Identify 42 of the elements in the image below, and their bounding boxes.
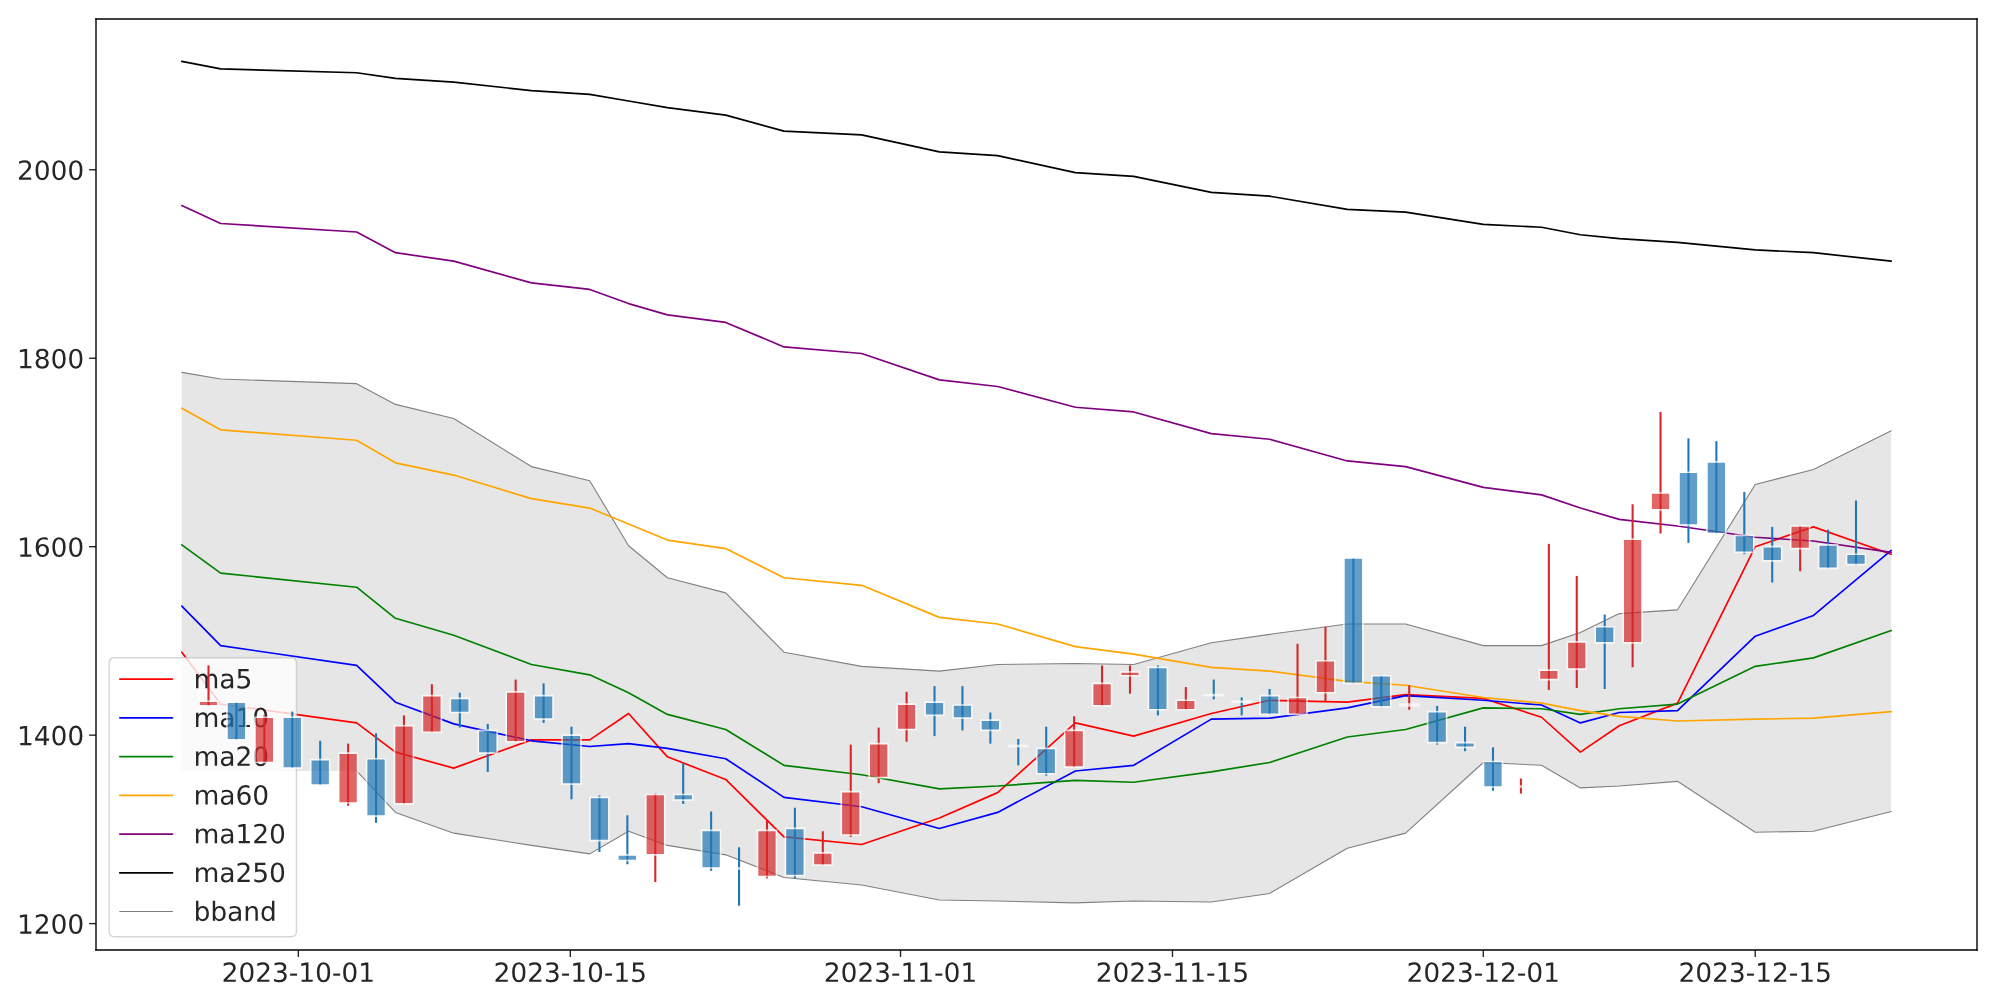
candlestick bbox=[1594, 613, 1616, 691]
candlestick bbox=[1175, 686, 1197, 711]
x-tick-label: 2023-12-01 bbox=[1408, 962, 1558, 983]
candlestick bbox=[924, 685, 945, 738]
candlestick bbox=[952, 685, 973, 732]
candlestick bbox=[980, 711, 1001, 745]
candlestick bbox=[1259, 687, 1280, 716]
candlestick bbox=[1119, 664, 1141, 695]
legend-label: ma120 bbox=[196, 823, 285, 844]
legend-label: ma60 bbox=[196, 784, 268, 805]
candlestick bbox=[449, 691, 471, 729]
y-tick-label: 1600 bbox=[19, 537, 83, 558]
x-tick-label: 2023-11-15 bbox=[1097, 962, 1247, 983]
x-tick-label: 2023-12-15 bbox=[1680, 962, 1830, 983]
candlestick bbox=[1789, 524, 1811, 573]
y-tick-label: 2000 bbox=[18, 160, 83, 181]
candlestick bbox=[1287, 642, 1308, 717]
x-tick-label: 2023-11-01 bbox=[825, 962, 975, 983]
y-tick-label: 1200 bbox=[19, 914, 83, 935]
y-tick-label: 1400 bbox=[19, 725, 83, 746]
legend-label: ma250 bbox=[196, 862, 285, 883]
candlestick bbox=[1845, 499, 1867, 566]
y-tick-label: 1800 bbox=[19, 348, 83, 369]
candlestick bbox=[1650, 410, 1671, 535]
legend-label: bband bbox=[196, 900, 275, 922]
x-tick-label: 2023-10-01 bbox=[223, 962, 373, 983]
candlestick bbox=[1817, 528, 1839, 570]
candlestick bbox=[617, 814, 638, 866]
candlestick bbox=[533, 682, 554, 724]
candlestick bbox=[1538, 542, 1560, 691]
candlestick bbox=[477, 722, 499, 773]
line-series bbox=[180, 60, 1893, 263]
candlestick bbox=[1398, 684, 1420, 711]
line-series bbox=[180, 204, 1893, 554]
candlestick bbox=[672, 762, 694, 805]
candlestick bbox=[1761, 525, 1783, 584]
candlestick bbox=[812, 830, 834, 867]
candlestick bbox=[1091, 664, 1113, 707]
x-tick-label: 2023-10-15 bbox=[495, 962, 645, 983]
candlestick bbox=[1454, 725, 1476, 753]
candlestick bbox=[1733, 491, 1755, 556]
line-series bbox=[356, 761, 1892, 904]
